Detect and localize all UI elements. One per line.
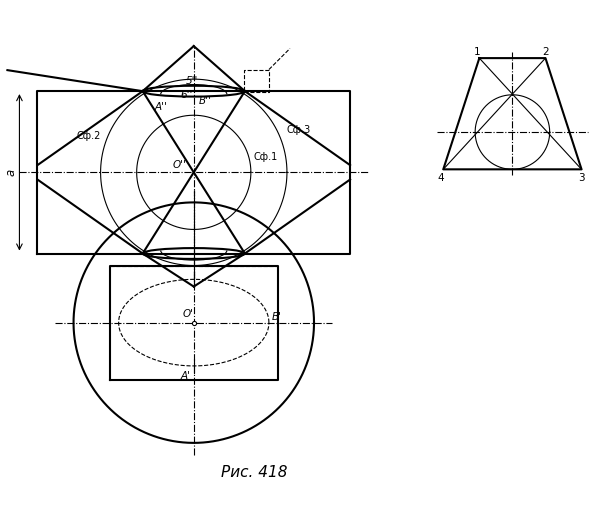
Text: B'': B'' — [198, 96, 211, 106]
Text: 3: 3 — [578, 173, 585, 184]
Text: Сф.2: Сф.2 — [76, 131, 101, 141]
Text: A'': A'' — [155, 102, 168, 113]
Text: Рис. 418: Рис. 418 — [221, 465, 287, 481]
Text: 2: 2 — [543, 47, 549, 57]
Text: O': O' — [183, 309, 194, 318]
Text: 4: 4 — [437, 173, 444, 184]
Text: 1: 1 — [473, 47, 480, 57]
Text: a: a — [4, 169, 17, 176]
Text: Сф.1: Сф.1 — [254, 152, 278, 162]
Text: Сф.3: Сф.3 — [287, 125, 311, 135]
Text: 5'': 5'' — [186, 76, 198, 86]
Text: B': B' — [271, 312, 282, 321]
Text: A': A' — [180, 371, 190, 381]
Text: 6'': 6'' — [180, 90, 193, 100]
Text: O'': O'' — [172, 160, 187, 169]
